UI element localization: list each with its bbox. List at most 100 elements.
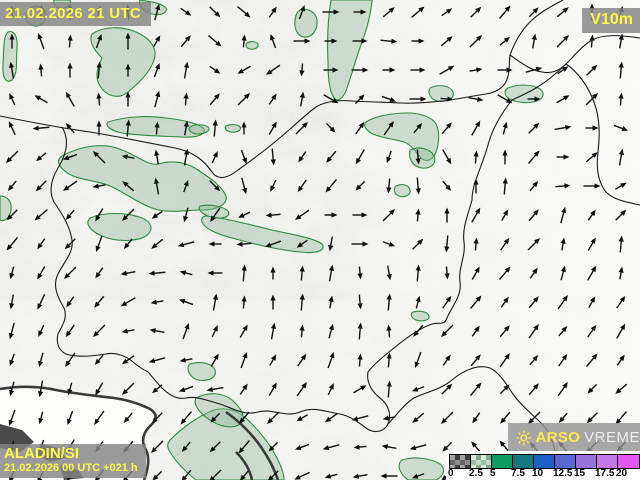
- wind-arrow: [208, 35, 222, 47]
- wind-arrow: [9, 266, 15, 280]
- wind-arrow: [37, 33, 45, 50]
- wind-arrow: [442, 354, 451, 366]
- wind-arrow: [152, 384, 163, 394]
- variable-badge: V10m: [582, 8, 640, 33]
- wind-arrow: [209, 93, 220, 106]
- wind-arrow: [92, 324, 106, 338]
- wind-arrow: [37, 294, 46, 310]
- wind-arrow: [325, 122, 336, 133]
- wind-arrow: [409, 96, 427, 102]
- wind-arrow: [471, 207, 481, 223]
- wind-arrow: [497, 94, 513, 104]
- legend-segment: [618, 455, 639, 468]
- wind-arrow: [240, 470, 249, 480]
- wind-arrow: [469, 34, 483, 48]
- agency-logo-bar: ARSO VREME: [508, 423, 640, 452]
- wind-arrow: [587, 209, 596, 221]
- wind-arrow: [558, 353, 568, 367]
- wind-arrow: [354, 94, 365, 105]
- wind-arrow: [415, 264, 421, 282]
- wind-arrow: [209, 180, 221, 192]
- brand-name: VREME: [584, 429, 640, 446]
- wind-arrow: [38, 380, 44, 398]
- wind-arrow: [153, 62, 160, 78]
- wind-arrow: [473, 237, 479, 251]
- legend-segment: [492, 455, 513, 468]
- wind-arrow: [587, 265, 597, 281]
- wind-arrow: [328, 323, 334, 339]
- wind-arrow: [501, 209, 509, 221]
- wind-arrow: [381, 444, 397, 450]
- wind-speed-patch: [2, 31, 18, 82]
- wind-arrow: [473, 150, 479, 164]
- wind-arrow: [9, 61, 15, 79]
- wind-arrow: [618, 61, 624, 79]
- wind-arrow: [499, 384, 510, 395]
- wind-arrow: [268, 6, 277, 18]
- wind-arrow: [241, 121, 247, 135]
- wind-arrow: [470, 354, 481, 367]
- wind-arrow: [529, 181, 539, 192]
- wind-arrow: [442, 180, 452, 191]
- wind-arrow: [615, 209, 627, 221]
- wind-arrow: [270, 294, 276, 310]
- wind-arrow: [154, 3, 161, 21]
- wind-arrow: [499, 36, 510, 46]
- wind-arrow: [353, 444, 367, 450]
- wind-speed-patch: [327, 0, 373, 101]
- coastline: [0, 385, 157, 480]
- wind-arrow: [328, 295, 334, 309]
- wind-arrow: [65, 352, 76, 367]
- wind-arrow: [123, 238, 133, 249]
- wind-arrow: [121, 355, 135, 365]
- wind-arrow: [208, 241, 222, 247]
- legend-color-bar: [449, 454, 640, 469]
- wind-arrow: [527, 411, 541, 425]
- wind-arrow: [586, 353, 598, 367]
- wind-arrow: [444, 266, 450, 280]
- wind-arrow: [589, 34, 595, 48]
- wind-arrow: [615, 182, 627, 190]
- wind-arrow: [557, 66, 569, 75]
- wind-arrow: [527, 96, 541, 102]
- wind-arrow: [413, 123, 423, 134]
- wind-arrow: [94, 410, 105, 425]
- wind-arrow: [293, 38, 311, 44]
- legend-tick-label: 15: [574, 468, 586, 479]
- wind-arrow: [381, 95, 397, 102]
- wind-arrow: [556, 34, 570, 48]
- wind-arrow: [95, 382, 104, 396]
- wind-arrow: [528, 296, 539, 309]
- wind-arrow: [210, 207, 221, 222]
- wind-arrow: [299, 324, 305, 338]
- wind-arrow: [121, 328, 135, 334]
- wind-arrow: [8, 409, 16, 426]
- wind-arrow: [324, 473, 338, 479]
- legend-segment: [450, 455, 471, 468]
- wind-arrow: [8, 121, 16, 136]
- wind-arrow: [442, 149, 452, 165]
- wind-arrow: [618, 148, 624, 166]
- wind-arrow: [94, 295, 105, 308]
- wind-arrow: [528, 7, 539, 18]
- wind-arrow: [470, 295, 482, 309]
- wind-arrow: [268, 121, 277, 135]
- wind-arrow: [240, 149, 247, 165]
- wind-arrow: [294, 471, 310, 480]
- wind-arrow: [62, 153, 78, 160]
- valid-time-label: 21.02.2026 21 UTC: [0, 2, 152, 26]
- wind-arrow: [35, 180, 47, 192]
- wind-arrow: [529, 355, 539, 366]
- wind-arrow: [411, 38, 425, 44]
- wind-arrow: [298, 151, 307, 163]
- wind-arrow: [439, 65, 455, 75]
- wind-arrow: [499, 325, 510, 338]
- valid-time-text: 21.02.2026 21 UTC: [5, 5, 142, 22]
- wind-arrow: [351, 241, 369, 247]
- wind-arrow: [326, 150, 337, 163]
- wind-arrow: [470, 382, 482, 396]
- wind-arrow: [183, 61, 189, 79]
- wind-arrow: [415, 295, 421, 309]
- wind-arrow: [183, 92, 189, 106]
- wind-arrow: [409, 444, 427, 451]
